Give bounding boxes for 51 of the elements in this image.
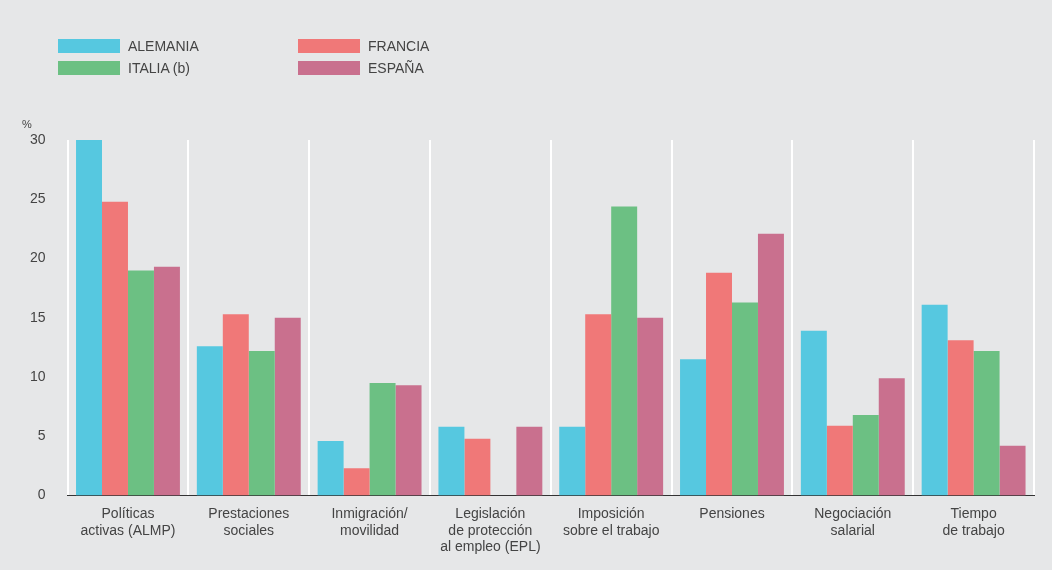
y-tick-label: 15 [29,308,46,325]
bar [516,426,543,496]
bar [248,350,275,496]
bar [395,385,422,496]
bar [611,206,638,496]
bar [637,317,664,496]
x-tick-label: Imposición sobre el trabajo [562,504,660,538]
x-tick-label: Legislación de protección al empleo (EPL) [440,504,541,555]
bar [973,350,1000,496]
bar [826,425,853,496]
x-tick-label: Negociación salarial [814,504,892,538]
bar [800,330,827,496]
legend-label: ITALIA (b) [128,60,190,76]
bar [127,270,154,496]
bar [585,314,612,496]
bar [559,426,586,496]
bar [196,346,223,496]
bar [947,340,974,496]
bar [878,378,905,496]
bar [757,233,784,496]
y-tick-label: 10 [29,367,46,384]
bar [999,445,1026,496]
x-tick-label: Políticas activas (ALMP) [80,504,176,538]
bar [274,317,301,496]
bar [153,266,180,496]
bar [731,302,758,496]
y-tick-label: 25 [29,190,46,207]
x-tick-label: Pensiones [699,504,765,521]
bar [343,468,370,496]
bar [464,438,491,496]
y-tick-label: 30 [29,130,46,147]
bar [369,382,396,496]
bar [76,140,102,496]
legend-label: FRANCIA [368,38,430,54]
bar [222,314,249,496]
x-tick-label: Tiempo de trabajo [942,504,1005,538]
bar [102,201,128,496]
x-tick-label: Prestaciones sociales [208,504,290,538]
legend-label: ALEMANIA [128,38,199,54]
y-tick-label: 20 [29,249,46,266]
x-tick-label: Inmigración/ movilidad [331,504,408,538]
y-axis-title: % [22,117,32,130]
legend-label: ESPAÑA [368,60,424,76]
bar [706,272,732,496]
y-tick-label: 0 [37,486,46,503]
bar [921,304,948,496]
y-tick-label: 5 [37,427,46,444]
bar [317,441,344,496]
bar [852,415,879,496]
bar [680,359,707,496]
bar [438,426,465,496]
